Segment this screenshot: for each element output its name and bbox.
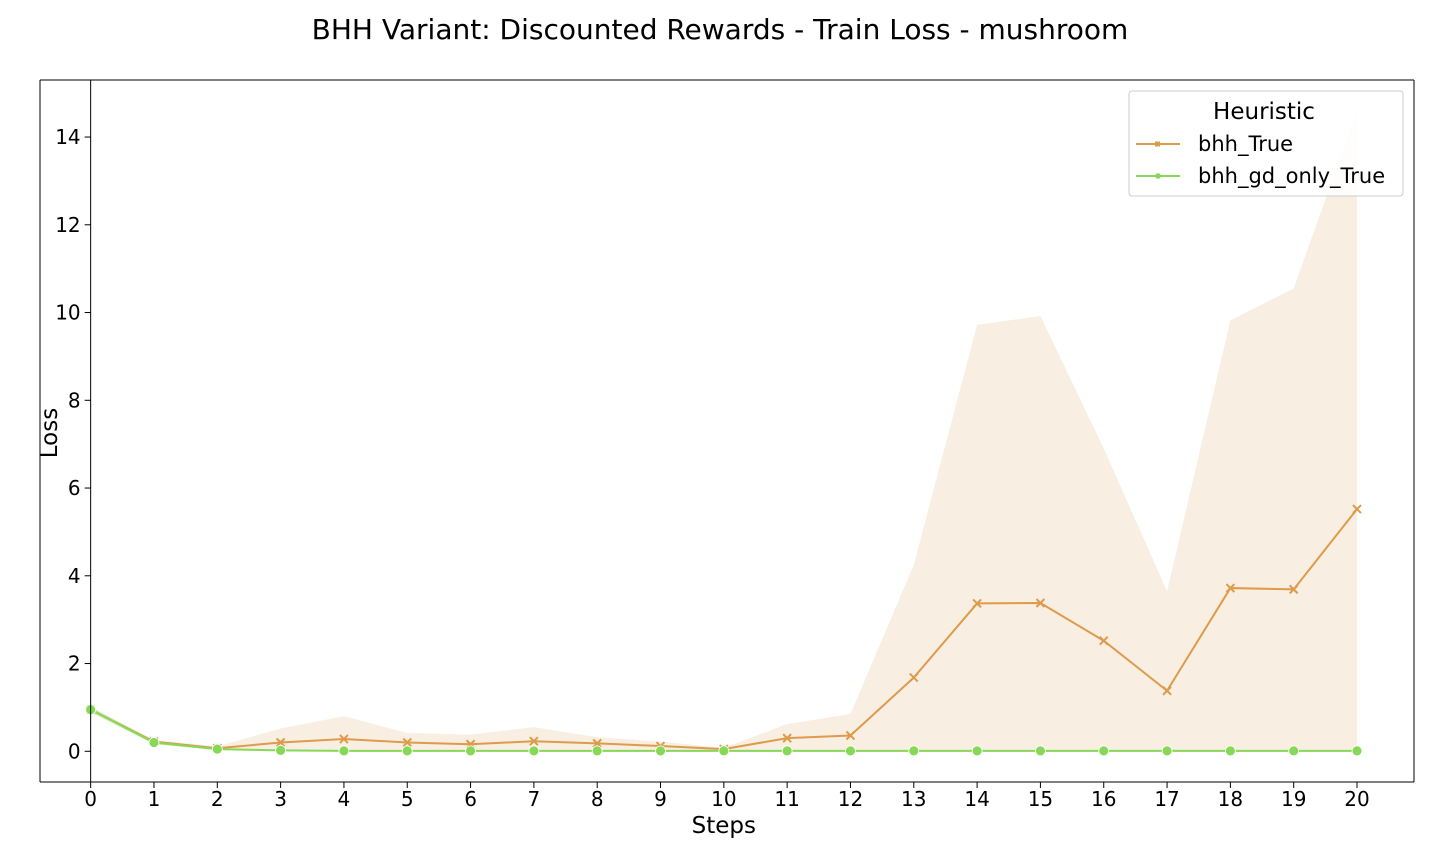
legend: Heuristic bhh_True bhh_gd_only_True bbox=[1128, 90, 1404, 197]
bhh-true-point bbox=[402, 737, 412, 748]
x-tick-label: 18 bbox=[1218, 787, 1243, 811]
y-tick-label: 4 bbox=[68, 564, 81, 588]
x-tick-label: 17 bbox=[1154, 787, 1179, 811]
bhh-true-point bbox=[1162, 686, 1172, 696]
x-tick-label: 20 bbox=[1344, 787, 1369, 811]
x-tick-label: 10 bbox=[711, 787, 736, 811]
bhh-gd-only-true-point bbox=[1161, 745, 1173, 757]
legend-item-bhh-gd-only-true: bhh_gd_only_True bbox=[1136, 164, 1385, 189]
bhh-gd-only-true-point bbox=[275, 745, 287, 756]
y-axis-label: Loss bbox=[37, 408, 63, 458]
bhh-true-point bbox=[339, 734, 349, 744]
bhh-true-point bbox=[592, 738, 602, 749]
x-tick-label: 3 bbox=[274, 787, 287, 811]
x-tick-label: 19 bbox=[1281, 787, 1306, 811]
x-tick-label: 7 bbox=[528, 787, 541, 811]
legend-title: Heuristic bbox=[1213, 99, 1315, 125]
bhh-gd-only-true-point bbox=[401, 745, 413, 757]
x-axis-ticks: 0 1 2 3 4 5 6 7 8 9 10 11 12 13 14 15 16 17 18 19 20 bbox=[84, 782, 1370, 811]
bhh-true-point bbox=[275, 737, 286, 748]
bhh-gd-only-true-point bbox=[845, 745, 856, 757]
bhh-true-point bbox=[972, 598, 982, 609]
bhh-true-point bbox=[529, 736, 539, 746]
y-tick-label: 0 bbox=[68, 739, 81, 763]
bhh-true-point bbox=[782, 733, 792, 743]
x-tick-label: 11 bbox=[774, 787, 799, 811]
bhh-true-point bbox=[1288, 584, 1299, 595]
x-tick-label: 1 bbox=[148, 787, 161, 811]
bhh-gd-only-true-point bbox=[1224, 745, 1236, 757]
bhh-gd-only-true-point bbox=[1288, 745, 1300, 757]
confidence-bands bbox=[90, 110, 1358, 752]
x-tick-label: 15 bbox=[1028, 787, 1053, 811]
bhh-gd-only-true-point bbox=[591, 745, 603, 757]
bhh-gd-only-true-point bbox=[1351, 745, 1363, 757]
legend-items: bhh_True bhh_gd_only_True bbox=[1136, 132, 1385, 189]
y-tick-label: 6 bbox=[68, 476, 81, 500]
y-tick-label: 8 bbox=[68, 388, 81, 412]
bhh-gd-only-true-point bbox=[781, 745, 793, 757]
bhh-true-point bbox=[1099, 636, 1109, 646]
x-tick-label: 9 bbox=[654, 787, 667, 811]
x-tick-label: 14 bbox=[964, 787, 989, 811]
bhh-gd-only-true-point bbox=[528, 745, 540, 757]
series-markers bbox=[85, 504, 1363, 757]
y-axis-ticks: 0 2 4 6 8 10 12 14 bbox=[55, 125, 91, 763]
x-tick-label: 6 bbox=[464, 787, 477, 811]
bhh-gd-only-true-point bbox=[1098, 745, 1110, 757]
y-tick-label: 2 bbox=[68, 652, 81, 676]
bhh-true-point bbox=[1225, 583, 1236, 593]
bhh-gd-only-true-point bbox=[148, 737, 160, 748]
bhh-gd-only-true-point bbox=[465, 745, 476, 757]
x-tick-label: 8 bbox=[591, 787, 604, 811]
bhh-true-point bbox=[1035, 598, 1046, 608]
x-tick-label: 0 bbox=[84, 787, 97, 811]
bhh-gd-only-true-point bbox=[908, 745, 920, 757]
bhh-true-band bbox=[90, 110, 1358, 752]
legend-item-bhh-true: bhh_True bbox=[1136, 132, 1293, 157]
legend-label: bhh_gd_only_True bbox=[1198, 164, 1385, 189]
bhh-gd-only-true-point bbox=[211, 743, 223, 755]
axes bbox=[39, 79, 1415, 783]
x-tick-label: 5 bbox=[401, 787, 414, 811]
y-tick-label: 14 bbox=[55, 125, 80, 149]
x-tick-label: 16 bbox=[1091, 787, 1116, 811]
x-tick-label: 4 bbox=[338, 787, 351, 811]
bhh-gd-only-true-point bbox=[655, 745, 666, 757]
x-axis-label: Steps bbox=[692, 813, 756, 839]
bhh-true-point bbox=[909, 672, 919, 683]
bhh-gd-only-true-point bbox=[338, 745, 350, 757]
y-tick-label: 12 bbox=[55, 213, 80, 237]
x-tick-label: 12 bbox=[838, 787, 863, 811]
bhh-gd-only-true-point bbox=[1035, 745, 1046, 757]
bhh-gd-only-true-point bbox=[971, 745, 983, 757]
bhh-true-point bbox=[1352, 504, 1362, 514]
bhh-true-point bbox=[845, 730, 856, 741]
chart-title: BHH Variant: Discounted Rewards - Train … bbox=[312, 13, 1129, 46]
x-tick-label: 2 bbox=[211, 787, 224, 811]
bhh-gd-only-true-point bbox=[718, 745, 730, 757]
x-tick-label: 13 bbox=[901, 787, 926, 811]
legend-label: bhh_True bbox=[1198, 132, 1293, 157]
legend-box bbox=[1128, 90, 1404, 197]
y-tick-label: 10 bbox=[55, 301, 80, 325]
